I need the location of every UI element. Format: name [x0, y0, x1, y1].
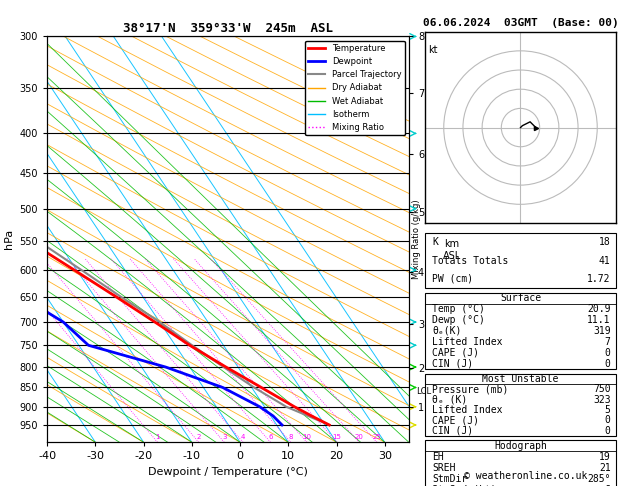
Text: 15: 15 [333, 434, 342, 440]
Text: Lifted Index: Lifted Index [432, 337, 503, 347]
Text: 11.1: 11.1 [587, 315, 611, 325]
Text: 4: 4 [241, 434, 245, 440]
Text: Mixing Ratio (g/kg): Mixing Ratio (g/kg) [413, 200, 421, 279]
Bar [425, 374, 616, 435]
Text: 06.06.2024  03GMT  (Base: 00): 06.06.2024 03GMT (Base: 00) [423, 18, 619, 28]
Text: PW (cm): PW (cm) [432, 274, 474, 284]
Text: 10: 10 [303, 434, 311, 440]
Text: Pressure (mb): Pressure (mb) [432, 384, 509, 394]
Text: Dewp (°C): Dewp (°C) [432, 315, 485, 325]
Text: 1.72: 1.72 [587, 274, 611, 284]
Text: CIN (J): CIN (J) [432, 426, 474, 435]
Text: θₑ (K): θₑ (K) [432, 395, 467, 404]
Text: 323: 323 [593, 395, 611, 404]
Text: 319: 319 [593, 326, 611, 336]
Text: 20.9: 20.9 [587, 304, 611, 314]
Text: 5: 5 [605, 405, 611, 415]
Text: 0: 0 [605, 347, 611, 358]
Text: © weatheronline.co.uk: © weatheronline.co.uk [464, 471, 587, 481]
Text: SREH: SREH [432, 463, 456, 473]
Text: 18: 18 [599, 237, 611, 247]
Text: StmDir: StmDir [432, 474, 467, 484]
Text: 0: 0 [605, 415, 611, 425]
Text: kt: kt [428, 45, 438, 55]
Text: 41: 41 [599, 256, 611, 266]
Text: Most Unstable: Most Unstable [482, 374, 559, 384]
Text: Surface: Surface [500, 293, 541, 303]
Text: 750: 750 [593, 384, 611, 394]
Text: Temp (°C): Temp (°C) [432, 304, 485, 314]
Title: 38°17'N  359°33'W  245m  ASL: 38°17'N 359°33'W 245m ASL [123, 22, 333, 35]
Text: CIN (J): CIN (J) [432, 359, 474, 368]
Text: CAPE (J): CAPE (J) [432, 415, 479, 425]
Text: EH: EH [432, 452, 444, 462]
Bar [425, 440, 616, 486]
Text: 20: 20 [355, 434, 364, 440]
Text: 6: 6 [605, 485, 611, 486]
Text: 1: 1 [155, 434, 160, 440]
Text: StmSpd (kt): StmSpd (kt) [432, 485, 497, 486]
Text: LCL: LCL [416, 387, 431, 396]
Text: 0: 0 [605, 359, 611, 368]
Text: Lifted Index: Lifted Index [432, 405, 503, 415]
Y-axis label: km
ASL: km ASL [443, 240, 461, 261]
Text: 25: 25 [372, 434, 381, 440]
Text: 3: 3 [222, 434, 226, 440]
Text: Hodograph: Hodograph [494, 441, 547, 451]
Text: K: K [432, 237, 438, 247]
Bar [425, 233, 616, 288]
Text: 0: 0 [605, 426, 611, 435]
Text: 21: 21 [599, 463, 611, 473]
Bar [425, 293, 616, 369]
Text: θₑ(K): θₑ(K) [432, 326, 462, 336]
Text: CAPE (J): CAPE (J) [432, 347, 479, 358]
Text: 19: 19 [599, 452, 611, 462]
Y-axis label: hPa: hPa [4, 229, 14, 249]
Text: 8: 8 [289, 434, 293, 440]
Text: Totals Totals: Totals Totals [432, 256, 509, 266]
Legend: Temperature, Dewpoint, Parcel Trajectory, Dry Adiabat, Wet Adiabat, Isotherm, Mi: Temperature, Dewpoint, Parcel Trajectory… [305, 41, 404, 135]
Text: 7: 7 [605, 337, 611, 347]
Text: 2: 2 [196, 434, 201, 440]
Text: 6: 6 [269, 434, 273, 440]
X-axis label: Dewpoint / Temperature (°C): Dewpoint / Temperature (°C) [148, 467, 308, 477]
Text: 285°: 285° [587, 474, 611, 484]
